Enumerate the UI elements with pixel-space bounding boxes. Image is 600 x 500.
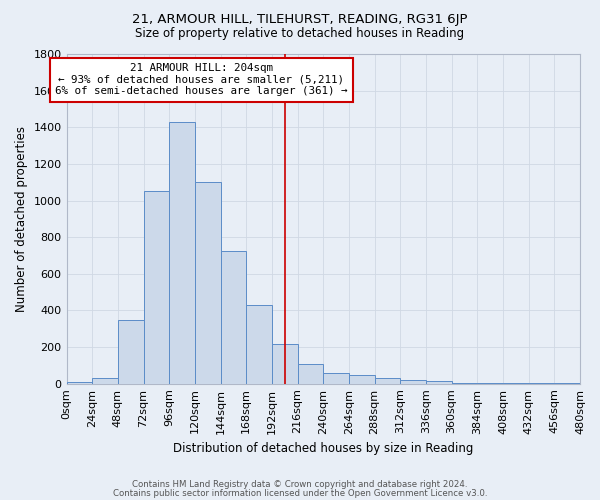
Bar xyxy=(195,182,221,384)
Text: Contains HM Land Registry data © Crown copyright and database right 2024.: Contains HM Land Registry data © Crown c… xyxy=(132,480,468,489)
Bar xyxy=(400,380,426,384)
Bar xyxy=(374,378,400,384)
Text: 21 ARMOUR HILL: 204sqm
← 93% of detached houses are smaller (5,211)
6% of semi-d: 21 ARMOUR HILL: 204sqm ← 93% of detached… xyxy=(55,63,347,96)
Bar xyxy=(323,372,349,384)
Bar xyxy=(298,364,323,384)
Bar xyxy=(169,122,195,384)
Text: Size of property relative to detached houses in Reading: Size of property relative to detached ho… xyxy=(136,28,464,40)
Bar xyxy=(452,383,478,384)
Bar xyxy=(503,383,529,384)
Bar xyxy=(478,383,503,384)
Text: Contains public sector information licensed under the Open Government Licence v3: Contains public sector information licen… xyxy=(113,490,487,498)
Bar xyxy=(221,251,246,384)
Y-axis label: Number of detached properties: Number of detached properties xyxy=(15,126,28,312)
Bar xyxy=(92,378,118,384)
Text: 21, ARMOUR HILL, TILEHURST, READING, RG31 6JP: 21, ARMOUR HILL, TILEHURST, READING, RG3… xyxy=(132,12,468,26)
Bar xyxy=(67,382,92,384)
Bar xyxy=(246,305,272,384)
Bar xyxy=(426,382,452,384)
Bar xyxy=(118,320,143,384)
Bar xyxy=(272,344,298,384)
Bar xyxy=(143,192,169,384)
X-axis label: Distribution of detached houses by size in Reading: Distribution of detached houses by size … xyxy=(173,442,473,455)
Bar xyxy=(349,376,374,384)
